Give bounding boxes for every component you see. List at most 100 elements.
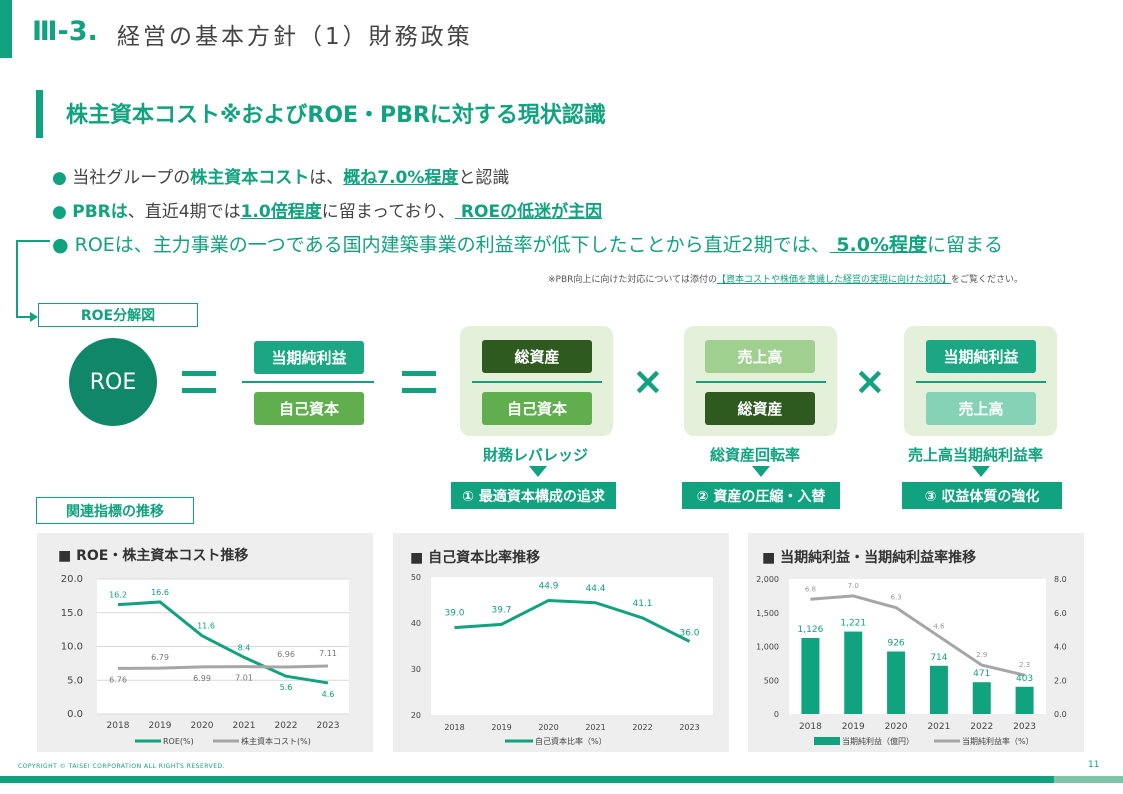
- y-tick-label: 20.0: [61, 574, 83, 585]
- times-icon: ×: [632, 359, 664, 403]
- footer-bar-accent: [1054, 776, 1123, 783]
- x-tick-label: 2022: [275, 721, 298, 731]
- bullet-highlight: 株主資本コスト: [190, 168, 310, 188]
- x-tick-label: 2021: [927, 722, 950, 732]
- line-label: 4.6: [933, 622, 945, 630]
- footnote-text: をご覧ください。: [950, 275, 1023, 285]
- chart-equity-ratio: 20 30 40 50 2018 2019 2020 2021 2022 2023 39.0 39.7…: [411, 573, 713, 746]
- x-tick-label: 2019: [842, 722, 865, 732]
- y2-tick-label: 0.0: [1054, 710, 1067, 719]
- bar-label: 471: [973, 669, 990, 679]
- footnote-link[interactable]: 【資本コストや株価を意識した経営の実現に向けた対応】: [716, 275, 951, 285]
- subheading-bar: [36, 90, 43, 138]
- x-tick-label: 2023: [1013, 722, 1036, 732]
- bar-label: 1,126: [798, 625, 824, 635]
- action-asset-compression: ② 資産の圧縮・入替: [682, 482, 840, 509]
- x-tick-label: 2023: [679, 723, 699, 732]
- data-label: 5.6: [280, 683, 293, 692]
- subheading: 株主資本コスト※およびROE・PBRに対する現状認識: [66, 103, 606, 128]
- bar: [1015, 686, 1034, 714]
- x-tick-label: 2021: [233, 721, 256, 731]
- roe-circle: ROE: [69, 338, 157, 426]
- x-tick-label: 2022: [970, 722, 993, 732]
- y-tick-label: 10.0: [61, 642, 83, 653]
- line-label: 7.0: [848, 582, 859, 590]
- bar-label: 1,221: [840, 619, 866, 629]
- roe-decomposition-label: ROE分解図: [38, 303, 198, 327]
- data-label: 6.96: [277, 650, 295, 659]
- fraction-line: [242, 381, 374, 383]
- x-tick-label: 2020: [885, 722, 908, 732]
- bullet-text: 当社グループの: [72, 168, 191, 188]
- bullet-text: と認識: [458, 168, 510, 188]
- bar: [972, 682, 991, 714]
- bar: [801, 637, 820, 714]
- series-line-1: [117, 664, 329, 670]
- y-tick-label: 40: [411, 619, 421, 628]
- x-tick-label: 2018: [799, 722, 822, 732]
- equals-icon: [402, 371, 436, 393]
- x-tick-label: 2023: [317, 721, 340, 731]
- chart-roe-title: ■ ROE・株主資本コスト推移: [58, 548, 249, 564]
- bar: [844, 631, 863, 714]
- data-label: 44.9: [538, 581, 558, 591]
- factor-margin: 売上高当期純利益率: [908, 446, 1044, 464]
- legend-label: 自己資本比率（%）: [535, 736, 607, 746]
- plot-area: [789, 579, 1046, 714]
- line-label: 2.3: [1019, 661, 1030, 669]
- connector-line: [16, 240, 18, 318]
- line-label: 6.8: [805, 585, 816, 593]
- x-tick-label: 2020: [538, 723, 558, 732]
- equals-icon: [182, 371, 216, 393]
- legend-label: ROE(%): [163, 737, 194, 746]
- bar: [887, 651, 906, 714]
- arrow-right-icon: [30, 312, 38, 322]
- y-tick-label: 20: [411, 711, 421, 720]
- chart-equity-ratio-title: ■ 自己資本比率推移: [410, 550, 541, 566]
- action-capital-structure: ① 最適資本構成の追求: [451, 482, 616, 509]
- connector-line: [16, 240, 50, 242]
- page-title: 経営の基本方針（1）財務政策: [117, 24, 473, 50]
- data-label: 16.6: [151, 588, 169, 597]
- fraction-line: [472, 381, 602, 383]
- series-line-0: [117, 600, 329, 685]
- bullet-text: 、直近4期では: [127, 202, 241, 222]
- y-tick-label: 1,500: [756, 609, 779, 618]
- bullet-text: に留まっており、: [321, 202, 455, 222]
- bullet-highlight: ROEの低迷が主因: [455, 202, 603, 222]
- section-number: Ⅲ-3.: [32, 16, 98, 47]
- y2-tick-label: 2.0: [1054, 676, 1067, 685]
- footnote: ※PBR向上に向けた対応については添付の【資本コストや株価を意識した経営の実現に…: [548, 272, 1023, 285]
- x-tick-label: 2022: [632, 723, 652, 732]
- bullet-text: に留まる: [927, 234, 1004, 256]
- related-indicators-label: 関連指標の推移: [36, 497, 194, 524]
- factor-leverage: 財務レバレッジ: [483, 446, 589, 464]
- y-tick-label: 5.0: [67, 675, 83, 686]
- factor-turnover: 総資産回転率: [710, 446, 801, 464]
- bar-label: 926: [887, 638, 904, 648]
- bar-label: 403: [1016, 674, 1033, 684]
- total-assets-box: 総資産: [482, 340, 592, 373]
- x-tick-label: 2021: [585, 723, 605, 732]
- bar: [929, 665, 948, 714]
- data-label: 6.76: [109, 675, 127, 684]
- data-label: 39.0: [444, 609, 464, 619]
- plot-area: [431, 577, 713, 715]
- bar-label: 714: [930, 653, 947, 663]
- y-tick-label: 50: [411, 573, 421, 582]
- x-tick-label: 2018: [444, 723, 464, 732]
- y-tick-label: 2,000: [756, 575, 779, 584]
- bullet-dot: ●: [52, 234, 69, 256]
- y2-tick-label: 6.0: [1054, 609, 1067, 618]
- legend-swatch: [814, 737, 840, 745]
- series-line: [810, 594, 1025, 677]
- x-tick-label: 2018: [107, 721, 130, 731]
- data-label: 7.01: [235, 674, 253, 683]
- data-label: 41.1: [632, 599, 652, 609]
- page-number: 11: [1088, 760, 1100, 770]
- net-income-box-2: 当期純利益: [926, 340, 1036, 373]
- x-tick-label: 2020: [191, 721, 214, 731]
- footer-bar: [0, 776, 1054, 783]
- net-income-box: 当期純利益: [254, 341, 364, 374]
- x-tick-label: 2019: [491, 723, 511, 732]
